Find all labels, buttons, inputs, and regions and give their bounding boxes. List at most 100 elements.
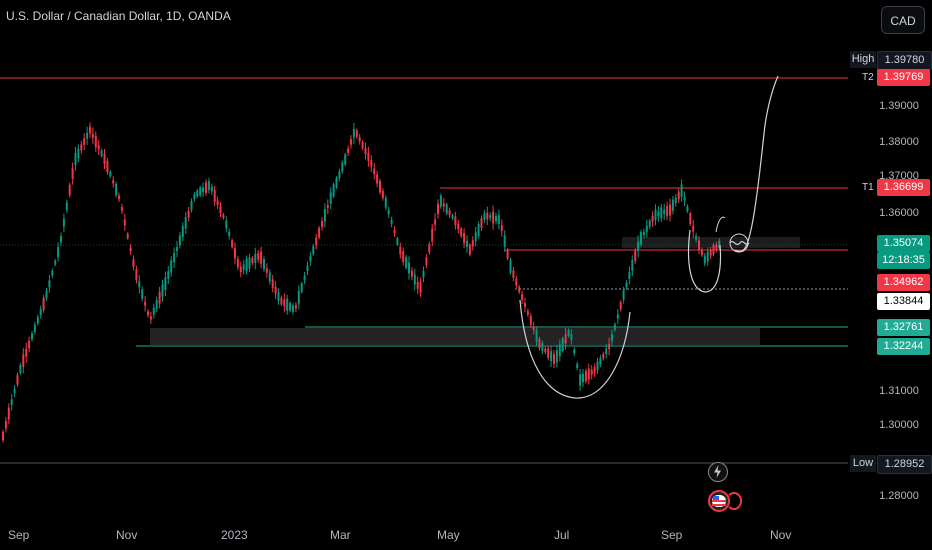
candle-body (231, 240, 234, 248)
candle-body (341, 162, 344, 172)
candle-body (550, 351, 553, 362)
candle-body (599, 357, 602, 365)
candle-body (219, 205, 222, 214)
candle-body (428, 244, 431, 253)
candle-body (222, 214, 225, 218)
candle-body (379, 180, 381, 193)
candle-body (268, 272, 271, 282)
time-label: Jul (554, 528, 570, 542)
candle-body (60, 236, 62, 243)
candle-body (526, 310, 529, 315)
candle-body (518, 287, 521, 292)
candle-body (712, 244, 715, 255)
candle-body (715, 244, 718, 250)
candle-body (176, 247, 178, 251)
handle-drawing (687, 229, 722, 293)
candle-body (45, 290, 48, 299)
candle-body (439, 195, 442, 207)
candle-body (332, 184, 335, 197)
candle-body (367, 152, 370, 161)
candle-body (645, 225, 648, 232)
candle-body (228, 231, 231, 237)
candle-body (205, 182, 207, 193)
candle-body (582, 373, 584, 383)
candle-body (2, 431, 4, 441)
candle-body (112, 180, 115, 184)
candle-body (48, 280, 51, 288)
candle-body (71, 168, 74, 179)
support-zone (150, 328, 760, 346)
candle-body (135, 269, 138, 280)
time-label: Sep (661, 528, 683, 542)
candle-body (4, 421, 7, 429)
candle-body (196, 190, 199, 197)
candle-body (570, 334, 573, 340)
candle-body (245, 258, 248, 272)
candle-body (210, 186, 213, 192)
candle-body (512, 270, 515, 278)
candle-body (355, 130, 358, 137)
candle-body (524, 302, 526, 308)
candle-body (115, 183, 118, 196)
candle-body (7, 407, 10, 420)
candle-body (277, 292, 280, 301)
lightning-bolt-icon[interactable] (708, 462, 728, 482)
candle-body (660, 207, 663, 219)
green-level-tag-1: 1.32761 (877, 319, 930, 336)
candle-body (486, 212, 489, 219)
candle-body (236, 258, 239, 268)
candle-body (149, 316, 152, 320)
candle-body (695, 235, 698, 240)
us-flag-event-icon[interactable] (708, 490, 730, 512)
currency-button[interactable]: CAD (881, 6, 925, 34)
candle-body (292, 305, 294, 312)
candle-body (265, 268, 268, 273)
candle-body (698, 240, 700, 250)
candle-body (106, 160, 109, 173)
candle-body (370, 160, 373, 167)
candle-body (579, 374, 582, 386)
price-tick: 1.28000 (879, 490, 919, 502)
candle-body (42, 297, 45, 311)
candle-body (573, 349, 576, 354)
candle-body (637, 241, 640, 252)
candle-body (558, 344, 561, 357)
candle-body (118, 195, 120, 200)
candle-body (384, 197, 387, 208)
candle-body (445, 204, 448, 214)
candle-body (338, 171, 341, 179)
candle-body (521, 294, 524, 301)
candle-body (396, 238, 399, 245)
candle-body (260, 251, 263, 264)
candle-body (318, 228, 321, 238)
candle-body (347, 148, 350, 153)
candle-body (625, 282, 628, 288)
candle-body (393, 230, 396, 234)
candle-body (97, 145, 100, 150)
candle-body (22, 354, 25, 367)
candle-body (416, 281, 419, 289)
candle-body (144, 301, 147, 306)
candle-body (184, 216, 187, 229)
candle-body (173, 253, 176, 263)
candle-body (538, 339, 541, 349)
candle-body (77, 148, 80, 158)
candle-body (399, 246, 402, 255)
candle-body (132, 259, 135, 267)
candle-body (213, 189, 216, 202)
candle-body (352, 129, 355, 138)
candle-body (503, 235, 506, 247)
candle-body (709, 250, 712, 256)
candle-body (216, 200, 219, 206)
candle-body (422, 271, 425, 278)
candle-body (25, 348, 28, 357)
wave-circle (729, 233, 749, 253)
time-label: Nov (116, 528, 138, 542)
candle-body (51, 271, 54, 276)
candle-body (590, 369, 593, 375)
candle-body (303, 275, 306, 281)
candle-body (677, 191, 680, 200)
candle-body (451, 215, 454, 219)
candle-body (492, 212, 495, 224)
